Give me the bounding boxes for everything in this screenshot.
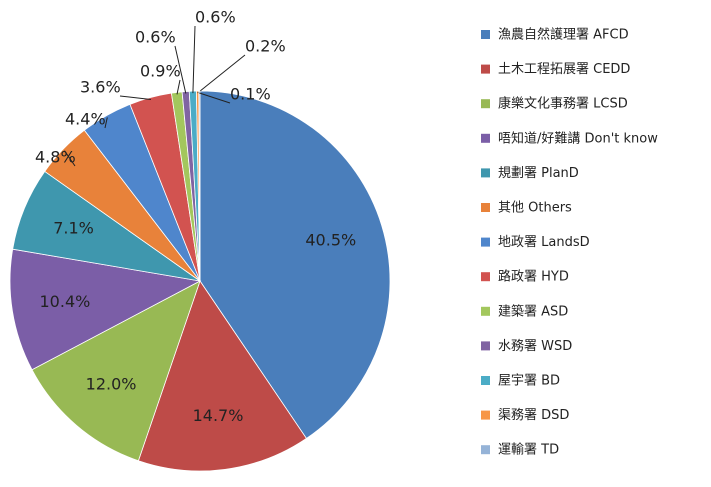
legend-swatch [481, 30, 490, 39]
pie-slice [31, 280, 201, 462]
legend-swatch [481, 64, 490, 74]
legend-label: 其他 Others [498, 201, 572, 216]
legend-swatch [481, 306, 490, 316]
data-label: 10.4% [40, 292, 91, 311]
legend-label: 渠務署 DSD [498, 408, 569, 423]
legend-swatch [481, 410, 490, 420]
data-label: 0.1% [230, 85, 271, 104]
legend-swatch [481, 203, 490, 212]
leader-line [176, 79, 181, 95]
data-label: 0.9% [140, 62, 181, 81]
legend-label: 屋宇署 BD [498, 374, 560, 389]
data-label: 0.6% [135, 28, 176, 47]
pie-slice [9, 248, 202, 371]
leader-line [119, 95, 151, 101]
data-label: 40.5% [305, 230, 356, 249]
pie-slice [137, 280, 307, 472]
leader-line [104, 117, 108, 129]
data-label: 0.6% [195, 8, 236, 27]
leader-line [192, 25, 196, 94]
data-label: 4.8% [35, 148, 76, 167]
leader-line [197, 54, 246, 94]
data-label: 14.7% [193, 406, 244, 425]
pie-slice [198, 90, 201, 282]
leader-line [64, 150, 76, 167]
legend-label: 漁農自然護理署 AFCD [498, 27, 629, 43]
legend-swatch [481, 341, 490, 351]
data-label: 12.0% [86, 374, 137, 393]
legend-label: 地政署 LandsD [498, 235, 590, 250]
legend-swatch [481, 133, 490, 143]
legend-swatch [481, 168, 490, 178]
legend-swatch [481, 445, 490, 455]
legend-label: 康樂文化事務署 LCSD [498, 96, 628, 112]
pie-slice [199, 90, 391, 439]
data-label: 4.4% [65, 110, 106, 129]
legend-swatch [481, 99, 490, 109]
data-label: 0.2% [245, 37, 286, 56]
legend-swatch [481, 272, 490, 282]
leader-line [174, 45, 187, 94]
legend-label: 路政署 HYD [498, 269, 569, 285]
data-label: 7.1% [53, 218, 94, 237]
legend-label: 土木工程拓展署 CEDD [498, 62, 630, 77]
data-label: 3.6% [80, 78, 121, 97]
legend-label: 規劃署 PlanD [498, 166, 579, 181]
legend-label: 運輸署 TD [498, 443, 559, 458]
legend-label: 唔知道/好難講 Don't know [498, 130, 658, 146]
legend-swatch [481, 237, 490, 247]
legend-label: 建築署 ASD [498, 304, 568, 319]
legend-swatch [481, 376, 490, 385]
leader-line [199, 92, 231, 104]
legend-label: 水務署 WSD [498, 339, 572, 354]
